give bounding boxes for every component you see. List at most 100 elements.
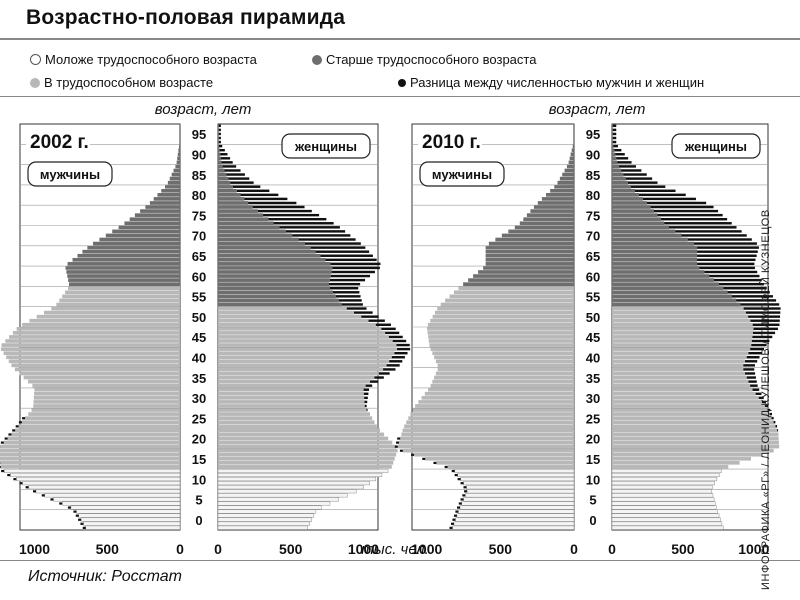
pyramid-bar-male: [550, 188, 574, 193]
pyramid-bar-male: [167, 180, 180, 185]
pyramid-bar-difference: [731, 295, 773, 298]
pyramid-bar-male: [572, 144, 574, 148]
age-tick-label: 0: [195, 513, 202, 528]
pyramid-bar-female: [612, 408, 768, 412]
pyramid-bar-difference: [361, 315, 379, 318]
pyramid-bar-female: [612, 424, 776, 429]
pyramid-bar-male: [157, 193, 180, 197]
pyramid-bar-difference: [748, 315, 781, 318]
pyramid-bar-female: [611, 517, 721, 522]
pyramid-bar-difference: [752, 335, 773, 339]
pyramid-bar-difference: [228, 177, 250, 180]
pyramid-bar-male: [485, 245, 574, 250]
pyramid-bar-male: [149, 201, 180, 205]
age-tick-label: 5: [589, 493, 596, 508]
pyramid-bar-male: [519, 221, 574, 226]
pyramid-bar-difference: [257, 209, 312, 213]
pyramid-bar-difference: [713, 278, 762, 282]
pyramid-bar-difference: [240, 193, 279, 197]
age-tick-label: 45: [192, 330, 206, 345]
pyramid-bar-male: [485, 249, 574, 254]
pyramid-bar-female: [612, 416, 772, 420]
pyramid-bar-male: [432, 379, 574, 384]
female-label-box: [671, 133, 761, 159]
pyramid-bar-male: [501, 233, 574, 238]
pyramid-bar-male: [72, 257, 180, 262]
pyramid-bar-difference: [433, 461, 437, 465]
pyramid-bar-male: [508, 229, 574, 234]
pyramid-bar-difference: [761, 400, 767, 404]
pyramid-bar-female: [612, 310, 746, 315]
pyramid-bar-female: [218, 391, 364, 396]
pyramid-bar-male: [445, 298, 574, 303]
pyramid-bar-female: [217, 477, 377, 482]
age-tick-label: 85: [586, 168, 600, 183]
pyramid-bar-difference: [450, 522, 454, 525]
pyramid-bar-difference: [363, 388, 369, 391]
pyramid-bar-male: [8, 359, 180, 364]
pyramid-bar-difference: [365, 384, 373, 387]
pyramid-bar-male: [61, 501, 181, 506]
pyramid-bar-male: [0, 465, 180, 469]
pyramid-bar-female: [217, 525, 308, 530]
pyramid-bar-female: [218, 294, 336, 299]
pyramid-bar-difference: [394, 351, 408, 355]
age-tick-label: 95: [192, 127, 206, 142]
legend-young-marker: [30, 54, 41, 65]
pyramid-bar-female: [612, 444, 780, 449]
pyramid-bar-difference: [627, 181, 658, 184]
pyramid-bar-difference: [78, 518, 82, 521]
pyramid-bar-male: [440, 302, 574, 307]
pyramid-bar-difference: [330, 287, 359, 290]
pyramid-bar-female: [218, 209, 258, 213]
pyramid-bar-difference: [363, 392, 369, 396]
legend-diff-marker: [398, 78, 406, 87]
pyramid-bar-difference: [220, 157, 231, 160]
pyramid-bar-female: [612, 290, 728, 295]
pyramid-bar-female: [612, 391, 756, 396]
pyramid-bar-difference: [325, 258, 377, 262]
pyramid-bar-male: [485, 262, 574, 266]
age-tick-label: 95: [586, 127, 600, 142]
pyramid-bar-difference: [285, 230, 346, 233]
pyramid-bar-female: [218, 432, 385, 437]
pyramid-bar-female: [218, 148, 220, 153]
pyramid-bar-female: [218, 351, 395, 356]
pyramid-bar-difference: [612, 136, 617, 140]
pyramid-bar-male: [179, 140, 180, 144]
female-label-box: [281, 133, 371, 159]
pyramid-bar-female: [218, 436, 389, 441]
age-tick-label: 55: [586, 290, 600, 305]
pyramid-bar-female: [612, 274, 710, 278]
pyramid-bar-difference: [378, 372, 390, 375]
pyramid-bar-difference: [625, 177, 653, 180]
pyramid-bar-male: [16, 477, 181, 482]
pyramid-bar-difference: [618, 165, 636, 168]
pyramid-bar-male: [400, 436, 574, 441]
pyramid-bar-female: [612, 124, 613, 128]
age-tick-label: 20: [192, 432, 206, 447]
pyramid-bar-male: [77, 253, 180, 258]
pyramid-bar-male: [559, 176, 574, 181]
pyramid-bar-difference: [219, 144, 223, 148]
pyramid-bar-male: [105, 233, 180, 238]
pyramid-bar-difference: [697, 262, 755, 266]
pyramid-bar-female: [612, 448, 774, 453]
pyramid-bar-difference: [7, 473, 11, 477]
pyramid-bar-difference: [753, 327, 778, 331]
pyramid-bar-difference: [752, 331, 776, 335]
pyramid-bar-female: [612, 168, 622, 173]
pyramid-bar-female: [217, 509, 317, 514]
pyramid-bar-male: [21, 420, 180, 425]
pyramid-bar-female: [612, 253, 698, 258]
age-tick-label: 40: [586, 350, 600, 365]
pyramid-bar-male: [70, 505, 181, 510]
pyramid-bar-female: [218, 132, 219, 136]
pyramid-bar-difference: [292, 234, 351, 237]
pyramid-bar-difference: [697, 258, 756, 262]
pyramid-bar-male: [530, 209, 574, 213]
pyramid-bar-male: [65, 266, 180, 270]
pyramid-bar-difference: [681, 234, 747, 237]
pyramid-bar-male: [177, 156, 180, 161]
pyramid-bar-male: [35, 489, 181, 494]
